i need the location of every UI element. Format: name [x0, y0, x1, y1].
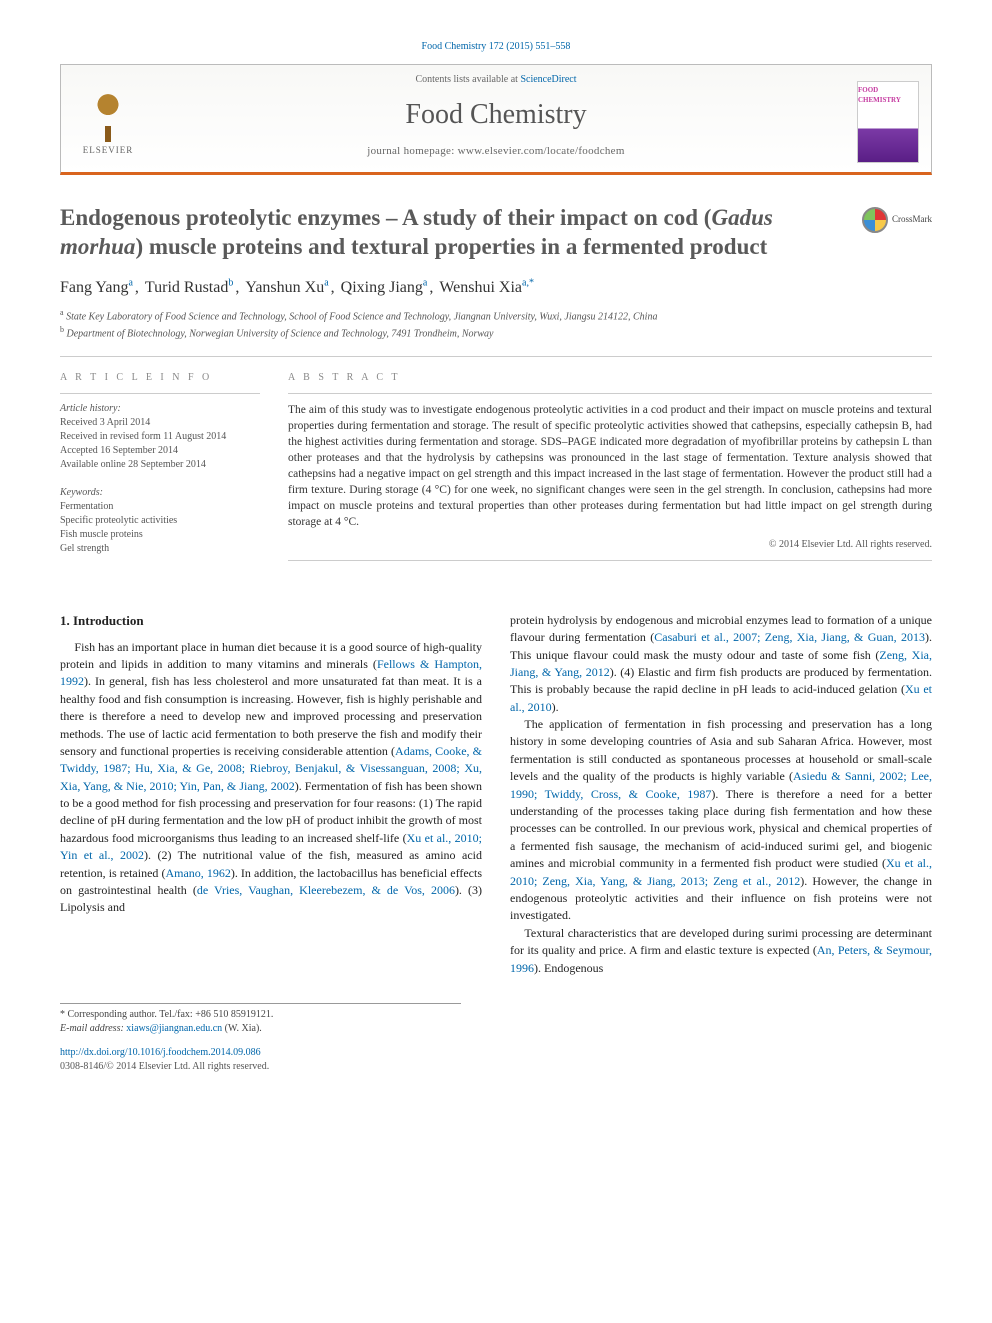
doi-link[interactable]: http://dx.doi.org/10.1016/j.foodchem.201… — [60, 1047, 261, 1058]
author: Turid Rustadb — [145, 279, 233, 296]
email-link[interactable]: xiaws@jiangnan.edu.cn — [126, 1023, 222, 1034]
contents-prefix: Contents lists available at — [415, 74, 520, 85]
separator: , — [235, 279, 243, 296]
history-line: Available online 28 September 2014 — [60, 458, 260, 472]
keyword: Gel strength — [60, 542, 260, 556]
title-prefix: Endogenous proteolytic enzymes – A study… — [60, 205, 711, 230]
body-paragraph: protein hydrolysis by endogenous and mic… — [510, 612, 932, 716]
journal-homepage: journal homepage: www.elsevier.com/locat… — [73, 144, 919, 159]
body-column-left: 1. Introduction Fish has an important pl… — [60, 612, 482, 977]
author: Fang Yanga — [60, 279, 133, 296]
history-lines: Received 3 April 2014Received in revised… — [60, 416, 260, 472]
crossmark-label: CrossMark — [892, 213, 932, 226]
article-info-column: A R T I C L E I N F O Article history: R… — [60, 371, 260, 570]
email-who: (W. Xia). — [225, 1023, 262, 1034]
title-suffix: ) muscle proteins and textural propertie… — [135, 234, 767, 259]
keyword: Fermentation — [60, 500, 260, 514]
homepage-url[interactable]: www.elsevier.com/locate/foodchem — [458, 145, 625, 157]
body-paragraph: Fish has an important place in human die… — [60, 639, 482, 917]
crossmark-badge[interactable]: CrossMark — [862, 207, 932, 233]
contents-available: Contents lists available at ScienceDirec… — [73, 73, 919, 87]
body-paragraph: Textural characteristics that are develo… — [510, 925, 932, 977]
cover-text: FOOD CHEMISTRY — [858, 86, 918, 106]
divider — [60, 356, 932, 357]
section-heading: 1. Introduction — [60, 612, 482, 631]
keyword: Specific proteolytic activities — [60, 514, 260, 528]
affiliations: a State Key Laboratory of Food Science a… — [60, 307, 932, 342]
affiliation: b Department of Biotechnology, Norwegian… — [60, 324, 932, 341]
article-info-heading: A R T I C L E I N F O — [60, 371, 260, 385]
author: Yanshun Xua — [245, 279, 328, 296]
homepage-prefix: journal homepage: — [367, 145, 457, 157]
sciencedirect-link[interactable]: ScienceDirect — [520, 74, 576, 85]
divider — [288, 393, 932, 394]
abstract-copyright: © 2014 Elsevier Ltd. All rights reserved… — [288, 538, 932, 552]
author: Wenshui Xiaa,* — [439, 279, 534, 296]
article-title: Endogenous proteolytic enzymes – A study… — [60, 203, 932, 263]
history-line: Accepted 16 September 2014 — [60, 444, 260, 458]
email-label: E-mail address: — [60, 1023, 124, 1034]
journal-header: ELSEVIER FOOD CHEMISTRY Contents lists a… — [60, 64, 932, 175]
body-paragraph: The application of fermentation in fish … — [510, 716, 932, 925]
keywords-heading: Keywords: — [60, 486, 260, 500]
history-line: Received 3 April 2014 — [60, 416, 260, 430]
publisher-logo: ELSEVIER — [73, 87, 143, 157]
keyword-lines: FermentationSpecific proteolytic activit… — [60, 500, 260, 556]
separator: , — [135, 279, 143, 296]
abstract-column: A B S T R A C T The aim of this study wa… — [288, 371, 932, 570]
journal-name: Food Chemistry — [73, 95, 919, 134]
history-line: Received in revised form 11 August 2014 — [60, 430, 260, 444]
separator: , — [429, 279, 437, 296]
authors-line: Fang Yanga, Turid Rustadb, Yanshun Xua, … — [60, 276, 932, 299]
citation-line: Food Chemistry 172 (2015) 551–558 — [60, 40, 932, 54]
abstract-heading: A B S T R A C T — [288, 371, 932, 385]
journal-cover-thumb: FOOD CHEMISTRY — [857, 81, 919, 163]
elsevier-tree-icon — [83, 92, 133, 142]
separator: , — [331, 279, 339, 296]
issn-rights: 0308-8146/© 2014 Elsevier Ltd. All right… — [60, 1060, 932, 1074]
affiliation: a State Key Laboratory of Food Science a… — [60, 307, 932, 324]
crossmark-icon — [862, 207, 888, 233]
history-heading: Article history: — [60, 402, 260, 416]
author: Qixing Jianga — [341, 279, 428, 296]
footnotes: * Corresponding author. Tel./fax: +86 51… — [60, 1003, 461, 1036]
divider — [288, 560, 932, 561]
keyword: Fish muscle proteins — [60, 528, 260, 542]
abstract-text: The aim of this study was to investigate… — [288, 402, 932, 531]
publisher-name: ELSEVIER — [83, 144, 134, 157]
body-column-right: protein hydrolysis by endogenous and mic… — [510, 612, 932, 977]
corresponding-author: * Corresponding author. Tel./fax: +86 51… — [60, 1008, 461, 1022]
divider — [60, 393, 260, 394]
